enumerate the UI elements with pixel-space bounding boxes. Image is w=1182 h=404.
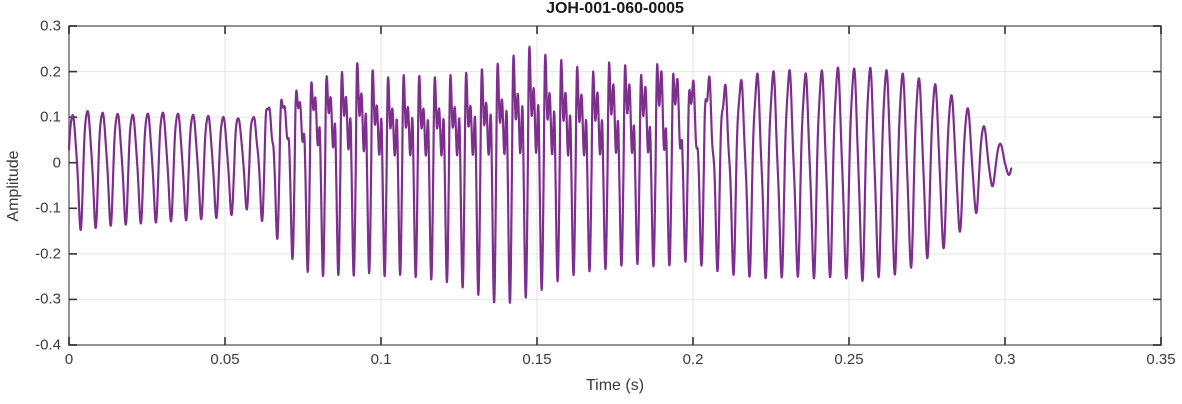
x-tick-label: 0.2 — [682, 351, 704, 368]
x-tick-label: 0.35 — [1146, 351, 1176, 368]
y-tick-label: -0.4 — [35, 336, 61, 354]
y-tick-label: -0.2 — [35, 245, 61, 263]
x-axis-label: Time (s) — [585, 377, 645, 394]
y-tick-label: 0.1 — [40, 108, 61, 126]
y-tick-label: -0.3 — [35, 290, 61, 308]
x-tick-label: 0.15 — [522, 351, 552, 368]
waveform-line — [67, 45, 1013, 304]
y-tick-label: 0.2 — [40, 63, 61, 81]
x-tick-label: 0.25 — [834, 351, 864, 368]
axes-border — [68, 25, 1162, 346]
y-tick-label: -0.1 — [35, 199, 61, 217]
x-tick-label: 0.3 — [994, 351, 1016, 368]
y-tick-label: 0 — [52, 154, 61, 172]
y-tick-label: 0.3 — [40, 17, 61, 35]
chart-title: JOH-001-060-0005 — [546, 0, 684, 17]
x-tick-label: 0 — [64, 351, 74, 368]
x-tick-label: 0.1 — [370, 351, 392, 368]
x-tick-label: 0.05 — [210, 351, 240, 368]
